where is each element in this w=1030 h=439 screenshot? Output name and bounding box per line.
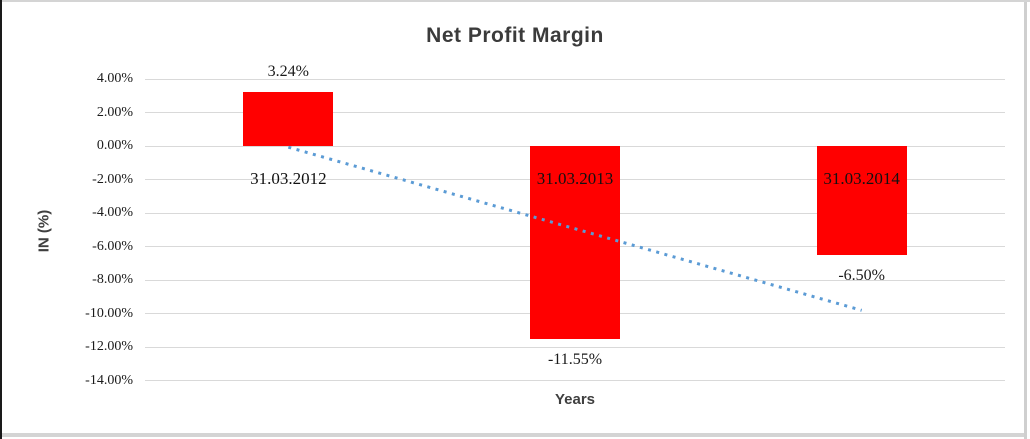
bar-31.03.2014[interactable] bbox=[816, 146, 907, 255]
bar-data-label: -6.50% bbox=[838, 266, 885, 284]
gridline bbox=[145, 112, 1005, 113]
chart-title: Net Profit Margin bbox=[426, 24, 604, 47]
y-axis-tick-label: 2.00% bbox=[96, 104, 133, 120]
frame-border-right bbox=[1024, 2, 1027, 439]
gridline bbox=[145, 78, 1005, 80]
frame-border-top bbox=[2, 0, 1030, 2]
y-axis-tick-label: 4.00% bbox=[96, 71, 133, 86]
y-axis-tick-label: -10.00% bbox=[85, 305, 133, 321]
category-label: 31.03.2012 bbox=[250, 169, 327, 188]
y-axis-tick-label: -2.00% bbox=[92, 171, 133, 187]
frame-border-left bbox=[0, 0, 2, 439]
x-axis-title: Years bbox=[554, 391, 596, 408]
gridline bbox=[145, 380, 1005, 381]
bar-31.03.2012[interactable] bbox=[243, 91, 334, 146]
y-axis-tick-label: -4.00% bbox=[92, 205, 133, 220]
y-axis-tick-label: -6.00% bbox=[92, 238, 133, 254]
y-axis-tick-label: -12.00% bbox=[85, 339, 133, 354]
category-label: 31.03.2014 bbox=[823, 169, 900, 188]
bar-data-label: -11.55% bbox=[547, 351, 603, 369]
y-axis-tick-label: -8.00% bbox=[92, 272, 133, 287]
category-label: 31.03.2013 bbox=[536, 169, 614, 188]
y-axis-tick-label: 0.00% bbox=[96, 138, 133, 153]
frame-border-bottom bbox=[2, 433, 1024, 437]
bar-data-label: 3.24% bbox=[267, 62, 309, 80]
gridline bbox=[145, 346, 1005, 348]
y-axis-tick-label: -14.00% bbox=[85, 372, 133, 388]
